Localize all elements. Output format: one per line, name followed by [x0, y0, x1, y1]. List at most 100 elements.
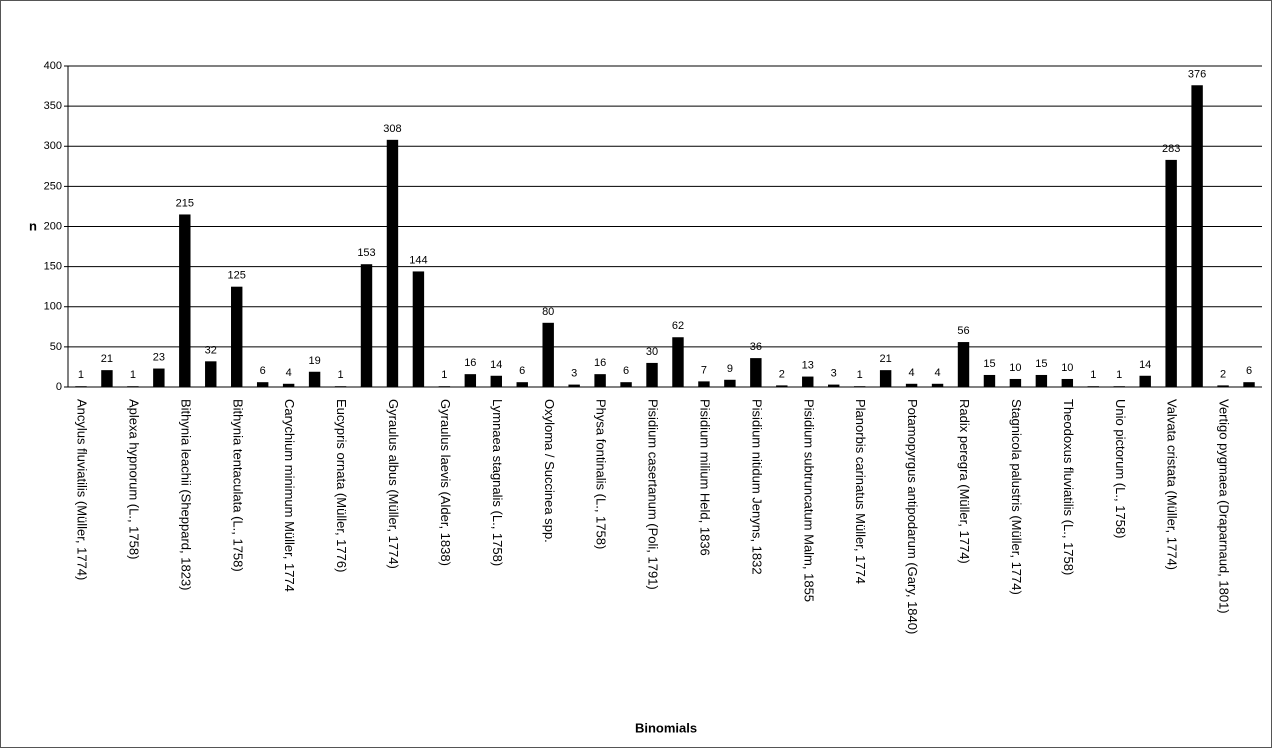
value-label: 30 [646, 346, 658, 358]
bar [1035, 374, 1048, 387]
bar [516, 382, 528, 387]
x-tick-label: Potamopyrgus antipodarum (Gary, 1840) [905, 399, 920, 634]
value-label: 283 [1162, 143, 1180, 155]
bar [620, 382, 632, 387]
value-label: 19 [308, 355, 320, 367]
y-tick-label: 400 [44, 60, 62, 72]
value-label: 153 [357, 247, 375, 259]
value-label: 15 [1035, 358, 1047, 370]
value-label: 13 [802, 360, 814, 372]
value-label: 15 [983, 358, 995, 370]
x-tick-label: Planorbis carinatus Müller, 1774 [853, 399, 868, 584]
bar [698, 381, 710, 387]
x-tick-label: Vertigo pygmaea (Draparnaud, 1801) [1217, 399, 1232, 614]
value-label: 62 [672, 320, 684, 332]
x-tick-label: Pisidium milium Held, 1836 [697, 399, 712, 556]
x-tick-label: Eucypris ornata (Müller, 1776) [334, 399, 349, 572]
bar [1061, 378, 1074, 387]
value-label: 1 [78, 369, 84, 381]
bar [672, 337, 684, 387]
bar [101, 370, 113, 387]
bar [1165, 159, 1177, 387]
value-label: 23 [153, 352, 165, 364]
x-tick-label: Pisidium nitidum Jenyns, 1832 [749, 399, 764, 575]
x-tick-label: Ancylus fluviatilis (Müller, 1774) [75, 399, 90, 580]
value-label: 4 [934, 367, 940, 379]
value-label: 1 [857, 369, 863, 381]
bar [931, 383, 944, 387]
bar [594, 374, 606, 387]
value-label: 376 [1188, 68, 1206, 80]
x-tick-label: Bithynia leachii (Sheppard, 1823) [178, 399, 193, 591]
bar [1217, 385, 1229, 387]
x-tick-label: Lymnaea stagnalis (L., 1758) [490, 399, 505, 566]
y-tick-label: 150 [44, 261, 62, 273]
x-tick-label: Oxyloma / Succinea spp. [542, 399, 557, 543]
bar [646, 362, 658, 387]
value-label: 16 [594, 357, 606, 369]
bar [179, 214, 191, 387]
value-label: 125 [228, 270, 246, 282]
bar [490, 375, 502, 387]
bar [464, 374, 477, 387]
value-label: 32 [205, 344, 217, 356]
value-label: 144 [409, 254, 427, 266]
bar [231, 286, 243, 387]
x-tick-label: Carychium minimum Müller, 1774 [282, 399, 297, 592]
bar [205, 361, 217, 387]
x-tick-label: Pisidium casertanum (Poli, 1791) [646, 399, 661, 590]
value-label: 14 [490, 359, 502, 371]
x-tick-label: Pisidium subtruncatum Malm, 1855 [801, 399, 816, 602]
bar [568, 384, 580, 387]
bar [412, 271, 425, 387]
value-label: 14 [1139, 359, 1151, 371]
bar [724, 379, 736, 387]
value-label: 21 [101, 353, 113, 365]
value-label: 56 [957, 325, 969, 337]
value-label: 10 [1009, 362, 1021, 374]
x-axis-label: Binomials [635, 720, 697, 735]
value-label: 21 [880, 353, 892, 365]
bar [1009, 378, 1022, 387]
value-label: 1 [1116, 369, 1122, 381]
y-tick-label: 250 [44, 180, 62, 192]
y-tick-label: 50 [50, 341, 62, 353]
value-label: 9 [727, 363, 733, 375]
value-label: 3 [571, 368, 577, 380]
value-label: 3 [831, 368, 837, 380]
bar [802, 376, 814, 387]
x-tick-label: Unio pictorum (L., 1758) [1113, 399, 1128, 538]
value-label: 36 [750, 341, 762, 353]
bar [542, 322, 554, 387]
x-tick-label: Aplexa hypnorum (L., 1758) [126, 399, 141, 559]
value-label: 6 [260, 365, 266, 377]
value-label: 6 [519, 365, 525, 377]
y-tick-label: 300 [44, 140, 62, 152]
y-axis-label: n [29, 218, 37, 233]
value-label: 2 [1220, 368, 1226, 380]
value-label: 16 [464, 357, 476, 369]
value-label: 1 [337, 369, 343, 381]
value-label: 6 [623, 365, 629, 377]
value-label: 80 [542, 306, 554, 318]
bar [828, 384, 840, 387]
value-label: 10 [1061, 362, 1073, 374]
x-tick-label: Stagnicola palustris (Müller, 1774) [1009, 399, 1024, 595]
x-tick-label: Radix peregra (Müller, 1774) [957, 399, 972, 564]
value-label: 1 [441, 369, 447, 381]
bar [983, 374, 996, 387]
y-tick-label: 350 [44, 100, 62, 112]
bar [256, 382, 269, 387]
value-label: 308 [383, 123, 401, 135]
y-tick-label: 100 [44, 301, 62, 313]
bar [386, 139, 399, 387]
x-tick-label: Bithynia tentaculata (L., 1758) [230, 399, 245, 572]
bar [1139, 375, 1151, 387]
value-label: 6 [1246, 365, 1252, 377]
value-label: 1 [130, 369, 136, 381]
bar [905, 383, 918, 387]
bar [879, 370, 892, 387]
x-tick-label: Gyraulus laevis (Alder, 1838) [438, 399, 453, 566]
